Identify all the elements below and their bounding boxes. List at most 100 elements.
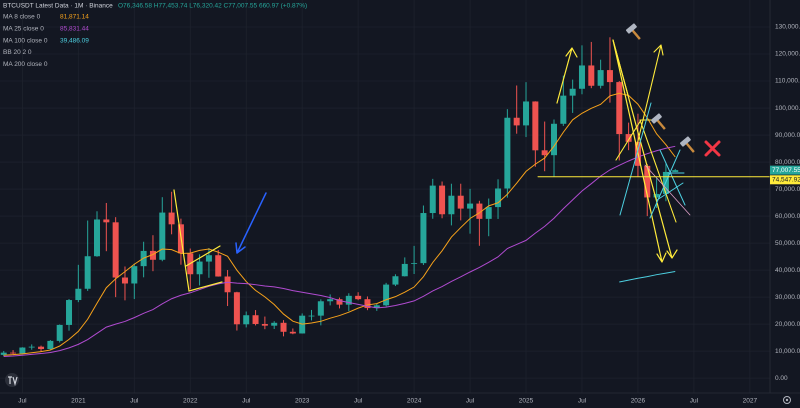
candle-body <box>84 256 91 289</box>
candle-body <box>485 207 492 219</box>
y-tick-label: 50,000.00 <box>775 240 800 247</box>
candle-body <box>205 255 212 262</box>
y-tick-label: 60,000.00 <box>775 213 800 220</box>
candle-body <box>429 185 436 214</box>
candle-body <box>467 203 474 209</box>
candle-body <box>56 324 63 341</box>
candle-body <box>75 288 82 301</box>
candle-body <box>532 101 539 151</box>
candle-body <box>504 117 511 189</box>
candle-body <box>252 315 259 324</box>
x-tick-label: Jul <box>354 398 363 405</box>
ma-line <box>3 92 676 356</box>
candle-body <box>308 315 315 317</box>
y-tick-label: 120,000.00 <box>775 51 800 58</box>
candle-body <box>672 170 679 172</box>
candle-body <box>588 65 595 86</box>
legend-name: MA 25 close 0 <box>3 26 44 33</box>
candle-body <box>653 193 660 198</box>
last-price-label: 77,007.55 <box>772 167 800 174</box>
hammer-icon <box>651 113 666 130</box>
yellow-lines <box>612 39 677 223</box>
candle-body <box>355 295 362 300</box>
candle-body <box>439 185 446 215</box>
x-tick-label: Jul <box>690 398 699 405</box>
legend: BTCUSDT Latest Data · 1M · Binance O76,3… <box>3 3 307 68</box>
candle-body <box>233 292 240 325</box>
candle-body <box>364 299 371 309</box>
drawn-lines <box>173 189 223 292</box>
candle-body <box>411 263 418 264</box>
candle-body <box>597 70 604 86</box>
candle-body <box>168 212 175 225</box>
candle-body <box>373 305 380 309</box>
candle-body <box>38 346 45 350</box>
candle-body <box>327 299 334 302</box>
candle-body <box>560 95 567 124</box>
y-tick-label: 30,000.00 <box>775 294 800 301</box>
chart-title: BTCUSDT Latest Data · 1M · Binance <box>3 3 113 10</box>
candle-body <box>495 188 502 208</box>
candle-body <box>131 266 138 284</box>
legend-value: 39,486.09 <box>60 37 89 44</box>
candle-body <box>215 255 222 277</box>
candle-body <box>383 284 390 306</box>
y-tick-label: 110,000.00 <box>775 78 800 85</box>
candle-body <box>644 165 651 198</box>
annotations <box>173 23 771 292</box>
candle-body <box>476 203 483 219</box>
candle-body <box>261 323 268 326</box>
candle-body <box>47 340 54 350</box>
candle-body <box>66 300 73 325</box>
hammer-icon <box>626 23 641 40</box>
candle-body <box>550 123 557 156</box>
candle-body <box>625 134 632 142</box>
candle-body <box>448 195 455 215</box>
candle-body <box>121 277 128 284</box>
candle-body <box>420 213 427 264</box>
y-tick-label: 10,000.00 <box>775 348 800 355</box>
candle-body <box>513 117 520 126</box>
ma-line <box>619 270 676 283</box>
x-tick-label: 2026 <box>631 398 646 405</box>
candle-body <box>93 219 100 257</box>
legend-value: 85,831.44 <box>60 26 89 33</box>
x-tick-label: Jul <box>578 398 587 405</box>
line-price-label: 74,547.92 <box>772 177 800 184</box>
x-tick-label: Jul <box>242 398 251 405</box>
y-tick-label: 70,000.00 <box>775 186 800 193</box>
candle-body <box>103 219 110 223</box>
blue-arrow <box>235 192 267 254</box>
candle-body <box>19 347 26 354</box>
pink-line <box>644 164 691 216</box>
ohlc-readout: O76,346.58 H77,453.74 L76,320.42 C77,007… <box>118 3 307 10</box>
hammer-icon <box>680 136 695 153</box>
y-tick-label: 0.00 <box>775 375 788 382</box>
logo <box>5 373 19 387</box>
x-tick-label: Jul <box>18 398 27 405</box>
legend-name: MA 8 close 0 <box>3 14 41 21</box>
candle-body <box>606 70 613 83</box>
candle-body <box>196 261 203 275</box>
settings-icon[interactable] <box>783 396 791 404</box>
y-tick-label: 20,000.00 <box>775 321 800 328</box>
candle-body <box>523 101 530 126</box>
price-axis-bg <box>770 0 800 408</box>
x-tick-label: 2024 <box>407 398 422 405</box>
candle-body <box>28 346 35 348</box>
x-tick-label: 2023 <box>295 398 310 405</box>
candle-body <box>149 250 156 260</box>
candle-body <box>10 352 17 354</box>
y-tick-label: 40,000.00 <box>775 267 800 274</box>
candle-body <box>401 263 408 277</box>
candle-body <box>392 276 399 285</box>
plot <box>0 37 679 358</box>
candle-body <box>578 65 585 89</box>
ma-line <box>3 145 676 358</box>
candle-body <box>345 295 352 305</box>
candle-body <box>289 331 296 334</box>
yellow-arrow <box>556 47 578 104</box>
x-tick-label: 2025 <box>519 398 534 405</box>
